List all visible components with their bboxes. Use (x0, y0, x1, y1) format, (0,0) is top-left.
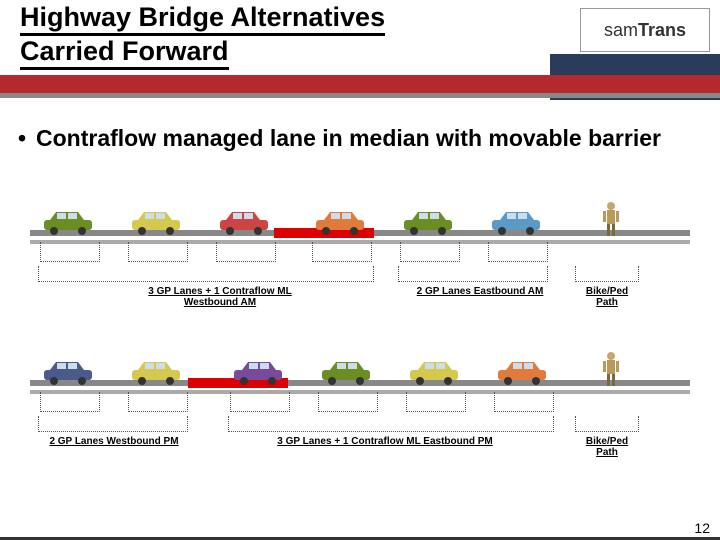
cross-section-row: 3 GP Lanes + 1 Contraflow ML Westbound A… (30, 190, 690, 340)
gray-bar (0, 93, 720, 98)
group-bracket (228, 416, 554, 432)
group-label: 3 GP Lanes + 1 Contraflow ML Eastbound P… (270, 436, 500, 447)
lane-bracket (488, 242, 548, 262)
group-label: Bike/Ped Path (576, 436, 638, 458)
diagram: 3 GP Lanes + 1 Contraflow ML Westbound A… (30, 190, 690, 490)
car-icon (318, 358, 374, 386)
title-line2: Carried Forward (20, 36, 229, 70)
lane-bracket (312, 242, 372, 262)
red-bar (0, 75, 720, 93)
lane-bracket (230, 392, 290, 412)
lane-bracket (494, 392, 554, 412)
car-icon (40, 208, 96, 236)
group-bracket (575, 416, 639, 432)
lane-bracket (318, 392, 378, 412)
lane-bracket (128, 242, 188, 262)
group-label: Bike/Ped Path (576, 286, 638, 308)
group-bracket (38, 266, 374, 282)
lane-bracket (128, 392, 188, 412)
header: Highway Bridge Alternatives Carried Forw… (0, 0, 720, 110)
logo-text: samTrans (604, 20, 686, 41)
cross-section-row: 2 GP Lanes Westbound PM 3 GP Lanes + 1 Co… (30, 340, 690, 490)
group-bracket (575, 266, 639, 282)
logo: samTrans (580, 8, 710, 52)
group-bracket (38, 416, 188, 432)
car-icon (494, 358, 550, 386)
lane-bracket (40, 242, 100, 262)
pedestrian-icon (600, 200, 622, 240)
lane-bracket (40, 392, 100, 412)
car-icon (216, 208, 272, 236)
car-icon (400, 208, 456, 236)
lane-bracket (400, 242, 460, 262)
bullet-text: Contraflow managed lane in median with m… (36, 125, 680, 152)
car-icon (128, 358, 184, 386)
car-icon (40, 358, 96, 386)
lane-bracket (406, 392, 466, 412)
group-bracket (398, 266, 548, 282)
car-icon (128, 208, 184, 236)
car-icon (312, 208, 368, 236)
group-label: 2 GP Lanes Eastbound AM (410, 286, 550, 297)
page-number: 12 (694, 520, 710, 536)
lane-bracket (216, 242, 276, 262)
car-icon (230, 358, 286, 386)
title-block: Highway Bridge Alternatives Carried Forw… (20, 2, 385, 70)
group-label: 2 GP Lanes Westbound PM (34, 436, 194, 447)
car-icon (406, 358, 462, 386)
pedestrian-icon (600, 350, 622, 390)
group-label: 3 GP Lanes + 1 Contraflow ML Westbound A… (120, 286, 320, 308)
title-line1: Highway Bridge Alternatives (20, 2, 385, 36)
car-icon (488, 208, 544, 236)
